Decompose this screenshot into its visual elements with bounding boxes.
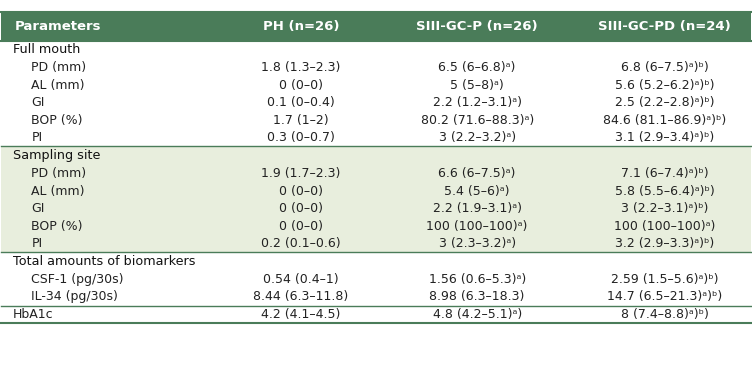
Text: 5.8 (5.5–6.4)ᵃ)ᵇ): 5.8 (5.5–6.4)ᵃ)ᵇ)	[614, 185, 714, 197]
Text: HbA1c: HbA1c	[13, 308, 53, 321]
Bar	[2, 235, 750, 252]
Text: 100 (100–100)ᵃ): 100 (100–100)ᵃ)	[614, 219, 715, 233]
Bar	[2, 217, 750, 235]
Bar	[2, 182, 750, 200]
Bar	[2, 146, 750, 165]
Text: 80.2 (71.6–88.3)ᵃ): 80.2 (71.6–88.3)ᵃ)	[420, 114, 534, 127]
Text: 1.7 (1–2): 1.7 (1–2)	[273, 114, 329, 127]
Text: AL (mm): AL (mm)	[32, 79, 85, 92]
Text: PI: PI	[32, 237, 42, 250]
Text: IL-34 (pg/30s): IL-34 (pg/30s)	[32, 290, 118, 304]
Text: Parameters: Parameters	[15, 20, 102, 33]
Text: 4.8 (4.2–5.1)ᵃ): 4.8 (4.2–5.1)ᵃ)	[432, 308, 522, 321]
Text: 2.5 (2.2–2.8)ᵃ)ᵇ): 2.5 (2.2–2.8)ᵃ)ᵇ)	[614, 96, 714, 109]
Text: GI: GI	[32, 96, 44, 109]
Text: 3 (2.2–3.1)ᵃ)ᵇ): 3 (2.2–3.1)ᵃ)ᵇ)	[620, 202, 708, 215]
Bar	[2, 112, 750, 129]
Text: 0.2 (0.1–0.6): 0.2 (0.1–0.6)	[261, 237, 341, 250]
Text: 5.4 (5–6)ᵃ): 5.4 (5–6)ᵃ)	[444, 185, 510, 197]
Text: 0.54 (0.4–1): 0.54 (0.4–1)	[263, 273, 339, 286]
Text: 0.3 (0–0.7): 0.3 (0–0.7)	[267, 131, 335, 144]
Bar	[2, 200, 750, 217]
Text: AL (mm): AL (mm)	[32, 185, 85, 197]
Bar	[2, 12, 750, 41]
Text: 1.8 (1.3–2.3): 1.8 (1.3–2.3)	[262, 61, 341, 75]
Text: Total amounts of biomarkers: Total amounts of biomarkers	[13, 255, 195, 268]
Text: 100 (100–100)ᵃ): 100 (100–100)ᵃ)	[426, 219, 528, 233]
Bar	[2, 252, 750, 270]
Text: 2.2 (1.2–3.1)ᵃ): 2.2 (1.2–3.1)ᵃ)	[432, 96, 522, 109]
Text: 8.44 (6.3–11.8): 8.44 (6.3–11.8)	[253, 290, 349, 304]
Bar	[2, 77, 750, 94]
Bar	[2, 94, 750, 112]
Bar	[2, 129, 750, 146]
Text: Sampling site: Sampling site	[13, 149, 100, 162]
Text: PH (n=26): PH (n=26)	[263, 20, 339, 33]
Text: 4.2 (4.1–4.5): 4.2 (4.1–4.5)	[262, 308, 341, 321]
Text: BOP (%): BOP (%)	[32, 219, 83, 233]
Text: 2.2 (1.9–3.1)ᵃ): 2.2 (1.9–3.1)ᵃ)	[432, 202, 522, 215]
Text: SIII-GC-PD (n=24): SIII-GC-PD (n=24)	[598, 20, 731, 33]
Text: 8 (7.4–8.8)ᵃ)ᵇ): 8 (7.4–8.8)ᵃ)ᵇ)	[620, 308, 708, 321]
Bar	[2, 288, 750, 306]
Text: BOP (%): BOP (%)	[32, 114, 83, 127]
Text: 6.8 (6–7.5)ᵃ)ᵇ): 6.8 (6–7.5)ᵃ)ᵇ)	[620, 61, 708, 75]
Text: 0 (0–0): 0 (0–0)	[279, 202, 323, 215]
Text: PD (mm): PD (mm)	[32, 61, 86, 75]
Text: Full mouth: Full mouth	[13, 43, 80, 57]
Text: 14.7 (6.5–21.3)ᵃ)ᵇ): 14.7 (6.5–21.3)ᵃ)ᵇ)	[607, 290, 722, 304]
Text: 0 (0–0): 0 (0–0)	[279, 79, 323, 92]
Text: 3 (2.2–3.2)ᵃ): 3 (2.2–3.2)ᵃ)	[438, 131, 516, 144]
Bar	[2, 270, 750, 288]
Text: 6.6 (6–7.5)ᵃ): 6.6 (6–7.5)ᵃ)	[438, 167, 516, 180]
Bar	[2, 306, 750, 323]
Text: 0 (0–0): 0 (0–0)	[279, 219, 323, 233]
Text: 3.1 (2.9–3.4)ᵃ)ᵇ): 3.1 (2.9–3.4)ᵃ)ᵇ)	[615, 131, 714, 144]
Text: PI: PI	[32, 131, 42, 144]
Text: 2.59 (1.5–5.6)ᵃ)ᵇ): 2.59 (1.5–5.6)ᵃ)ᵇ)	[611, 273, 718, 286]
Text: 1.56 (0.6–5.3)ᵃ): 1.56 (0.6–5.3)ᵃ)	[429, 273, 526, 286]
Text: 6.5 (6–6.8)ᵃ): 6.5 (6–6.8)ᵃ)	[438, 61, 516, 75]
Bar	[2, 59, 750, 77]
Text: SIII-GC-P (n=26): SIII-GC-P (n=26)	[417, 20, 538, 33]
Text: 5.6 (5.2–6.2)ᵃ)ᵇ): 5.6 (5.2–6.2)ᵃ)ᵇ)	[614, 79, 714, 92]
Text: 0.1 (0–0.4): 0.1 (0–0.4)	[267, 96, 335, 109]
Text: 1.9 (1.7–2.3): 1.9 (1.7–2.3)	[262, 167, 341, 180]
Text: 84.6 (81.1–86.9)ᵃ)ᵇ): 84.6 (81.1–86.9)ᵃ)ᵇ)	[603, 114, 726, 127]
Bar	[2, 41, 750, 59]
Text: 0 (0–0): 0 (0–0)	[279, 185, 323, 197]
Bar	[2, 165, 750, 182]
Text: 7.1 (6–7.4)ᵃ)ᵇ): 7.1 (6–7.4)ᵃ)ᵇ)	[620, 167, 708, 180]
Text: GI: GI	[32, 202, 44, 215]
Text: 5 (5–8)ᵃ): 5 (5–8)ᵃ)	[450, 79, 504, 92]
Text: CSF-1 (pg/30s): CSF-1 (pg/30s)	[32, 273, 124, 286]
Text: 8.98 (6.3–18.3): 8.98 (6.3–18.3)	[429, 290, 525, 304]
Text: 3 (2.3–3.2)ᵃ): 3 (2.3–3.2)ᵃ)	[438, 237, 516, 250]
Text: 3.2 (2.9–3.3)ᵃ)ᵇ): 3.2 (2.9–3.3)ᵃ)ᵇ)	[615, 237, 714, 250]
Text: PD (mm): PD (mm)	[32, 167, 86, 180]
